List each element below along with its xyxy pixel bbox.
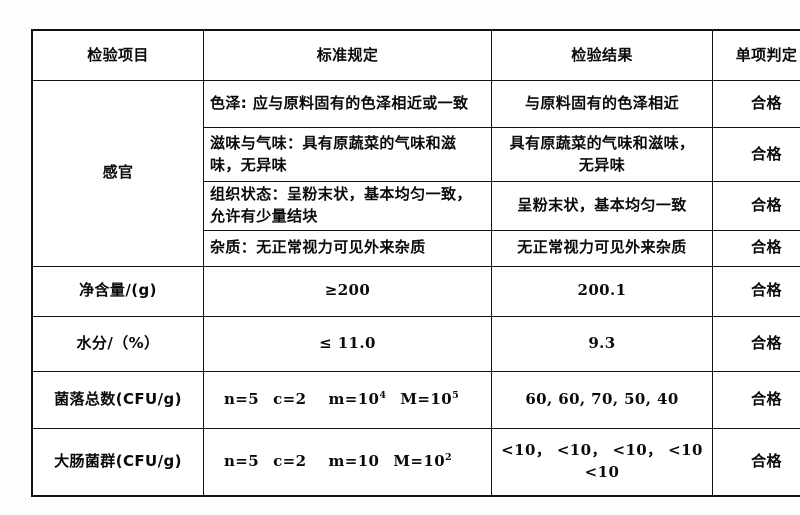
sensory-group-label: 感官	[32, 80, 204, 267]
inspection-table-wrapper: 检验项目 标准规定 检验结果 单项判定 感官 色泽: 应与原料固有的色泽相近或一…	[31, 29, 800, 497]
judgement-net-content: 合格	[712, 265, 800, 317]
coliform-n: n=5	[224, 451, 260, 470]
sensory-standard-impurity: 杂质：无正常视力可见外来杂质	[203, 229, 492, 267]
sensory-judgement-color: 合格	[712, 80, 800, 128]
colony-n: n=5	[224, 389, 260, 408]
judgement-colony-count: 合格	[712, 370, 800, 429]
result-moisture: 9.3	[491, 315, 713, 372]
table-row: 组织状态：呈粉末状，基本均匀一致，允许有少量结块 呈粉末状，基本均匀一致 合格	[33, 181, 800, 231]
inspection-report-table: 检验项目 标准规定 检验结果 单项判定 感官 色泽: 应与原料固有的色泽相近或一…	[31, 29, 800, 497]
standard-moisture: ≤ 11.0	[203, 315, 492, 372]
item-label-moisture: 水分/（%）	[32, 315, 204, 372]
header-cell-item: 检验项目	[32, 30, 204, 81]
result-coliform-line2: <10	[584, 462, 620, 481]
coliform-c: c=2	[273, 451, 307, 470]
table-row: 水分/（%） ≤ 11.0 9.3 合格	[32, 315, 800, 372]
item-label-net-content: 净含量/(g)	[32, 265, 204, 317]
result-coliform-line1: <10， <10， <10， <10	[501, 440, 703, 459]
table-row: 菌落总数(CFU/g) n=5 c=2 m=104 M=105 60, 60, 70,…	[32, 370, 800, 429]
judgement-moisture: 合格	[712, 315, 800, 372]
standard-colony-count: n=5 c=2 m=104 M=105	[203, 370, 492, 429]
sensory-standard-texture: 组织状态：呈粉末状，基本均匀一致，允许有少量结块	[203, 181, 492, 231]
table-row: 净含量/(g) ≥200 200.1 合格	[32, 265, 800, 317]
table-header-row: 检验项目 标准规定 检验结果 单项判定	[32, 30, 800, 81]
judgement-coliform: 合格	[712, 427, 800, 496]
header-cell-result: 检验结果	[491, 30, 713, 81]
sensory-result-impurity: 无正常视力可见外来杂质	[491, 229, 713, 267]
sensory-judgement-impurity: 合格	[712, 229, 800, 267]
coliform-M: M=10	[393, 451, 446, 470]
sensory-judgement-taste-odor: 合格	[712, 127, 800, 182]
item-label-colony-count: 菌落总数(CFU/g)	[32, 370, 204, 429]
header-cell-judgement: 单项判定	[712, 30, 800, 81]
colony-c: c=2	[273, 389, 307, 408]
colony-M-exponent: 5	[452, 389, 460, 401]
sensory-standard-taste-odor: 滋味与气味：具有原蔬菜的气味和滋味，无异味	[203, 127, 492, 182]
table-row: 大肠菌群(CFU/g) n=5 c=2 m=10 M=102 <10， <10， <1…	[32, 427, 800, 496]
item-label-coliform: 大肠菌群(CFU/g)	[32, 427, 204, 496]
sensory-result-texture: 呈粉末状，基本均匀一致	[491, 181, 713, 231]
sensory-result-color: 与原料固有的色泽相近	[491, 80, 713, 128]
standard-net-content: ≥200	[203, 265, 492, 317]
table-row: 滋味与气味：具有原蔬菜的气味和滋味，无异味 具有原蔬菜的气味和滋味， 无异味 合…	[33, 127, 800, 182]
result-colony-count: 60, 60, 70, 50, 40	[491, 370, 713, 429]
result-net-content: 200.1	[491, 265, 713, 317]
sensory-judgement-texture: 合格	[712, 181, 800, 231]
colony-M: M=10	[400, 389, 453, 408]
colony-m: m=10	[328, 389, 380, 408]
coliform-M-exponent: 2	[445, 451, 453, 463]
sensory-result-taste-odor: 具有原蔬菜的气味和滋味， 无异味	[491, 127, 713, 182]
sensory-result-taste-odor-line1: 具有原蔬菜的气味和滋味，	[509, 133, 695, 152]
sensory-standard-color: 色泽: 应与原料固有的色泽相近或一致	[203, 80, 492, 128]
sensory-result-taste-odor-line2: 无异味	[578, 155, 626, 174]
header-cell-standard: 标准规定	[203, 30, 492, 81]
result-coliform: <10， <10， <10， <10 <10	[491, 427, 713, 496]
standard-coliform: n=5 c=2 m=10 M=102	[203, 427, 492, 496]
table-row: 感官 色泽: 应与原料固有的色泽相近或一致 与原料固有的色泽相近 合格	[32, 80, 800, 267]
coliform-m: m=10	[328, 451, 380, 470]
table-row: 杂质：无正常视力可见外来杂质 无正常视力可见外来杂质 合格	[33, 229, 800, 267]
colony-m-exponent: 4	[379, 389, 387, 401]
